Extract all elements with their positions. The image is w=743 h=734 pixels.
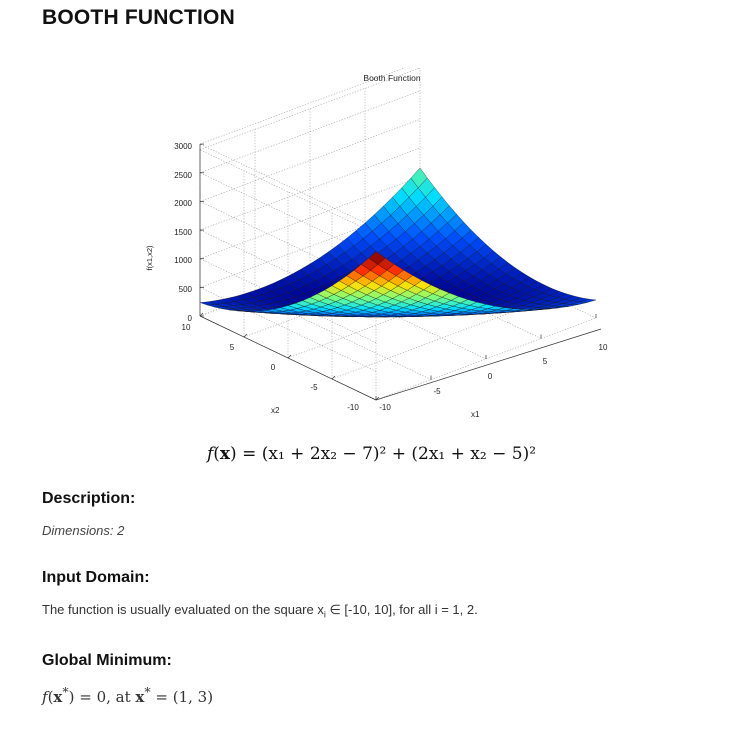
x1-tick-label: 0 xyxy=(488,372,493,381)
surface-mesh xyxy=(199,167,597,318)
global-minimum-heading: Global Minimum: xyxy=(42,652,172,669)
domain-text-end: ∈ [-10, 10], for all i = 1, 2. xyxy=(325,602,478,617)
axis-line xyxy=(375,396,380,401)
axis-line xyxy=(243,333,248,338)
z-tick-label: 1000 xyxy=(174,256,192,265)
grid-line xyxy=(199,229,377,315)
grid-line xyxy=(199,258,377,343)
axis-line xyxy=(199,312,204,317)
x2-tick-label: 0 xyxy=(271,363,276,372)
plot-title: Booth Function xyxy=(363,73,420,83)
z-tick-label: 1500 xyxy=(174,228,192,237)
domain-subscript: i xyxy=(323,609,326,620)
min-point: = (1, 3) xyxy=(150,688,214,706)
axis-line xyxy=(375,328,602,401)
z-tick-labels: 3000 2500 2000 1500 1000 500 0 xyxy=(174,142,192,323)
min-at: at xyxy=(110,688,136,706)
axis-line xyxy=(331,375,336,380)
x1-tick-label: 5 xyxy=(543,357,548,366)
plot-svg: Booth Function f(x1,x2) x1 x2 3000 2500 … xyxy=(145,68,608,419)
formula-rhs: = (x₁ + 2x₂ − 7)² + (2x₁ + x₂ − 5)² xyxy=(242,444,537,464)
grid-line xyxy=(199,143,377,229)
z-axis-label: f(x1,x2) xyxy=(145,245,154,271)
z-tick-label: 500 xyxy=(179,285,193,294)
x2-tick-label: -5 xyxy=(310,383,318,392)
x2-tick-label: 10 xyxy=(182,323,191,332)
description-heading: Description: xyxy=(42,490,136,507)
z-tick-label: 3000 xyxy=(174,142,192,151)
min-x-star-2: x xyxy=(135,688,145,706)
input-domain-text: The function is usually evaluated on the… xyxy=(42,602,478,620)
surface-patch xyxy=(368,251,386,265)
grid-line xyxy=(199,149,377,235)
z-tick-label: 2000 xyxy=(174,199,192,208)
min-star-2: * xyxy=(144,684,151,699)
booth-surface-plot: Booth Function f(x1,x2) x1 x2 3000 2500 … xyxy=(140,68,620,428)
min-x-star: x xyxy=(53,688,63,706)
x1-tick-label: -10 xyxy=(379,403,391,412)
min-f: f xyxy=(42,688,48,706)
x1-tick-label: -5 xyxy=(433,387,441,396)
x-axis-label: x1 xyxy=(471,410,480,419)
z-tick-label: 2500 xyxy=(174,171,192,180)
formula-f: f xyxy=(206,444,214,464)
domain-text-start: The function is usually evaluated on the… xyxy=(42,602,324,617)
axis-line xyxy=(287,354,292,359)
z-tick-label: 0 xyxy=(188,314,193,323)
dimensions-text: Dimensions: 2 xyxy=(42,523,125,538)
x1-tick-labels: -10 -5 0 5 10 xyxy=(379,343,608,412)
booth-formula: f(x) = (x₁ + 2x₂ − 7)² + (2x₁ + x₂ − 5)² xyxy=(206,444,537,464)
x2-tick-label: 5 xyxy=(230,343,235,352)
axes-lines xyxy=(199,143,602,401)
x2-tick-labels: 10 5 0 -5 -10 xyxy=(182,323,360,412)
global-minimum-formula: f(x*) = 0, at x* = (1, 3) xyxy=(42,684,214,706)
min-value: ) = 0, xyxy=(68,688,111,706)
y-axis-label: x2 xyxy=(271,406,280,415)
min-star: * xyxy=(62,684,69,699)
x2-tick-label: -10 xyxy=(347,403,359,412)
x1-tick-label: 10 xyxy=(599,343,608,352)
input-domain-heading: Input Domain: xyxy=(42,569,150,586)
grid-line xyxy=(199,172,377,258)
grid-line xyxy=(199,201,377,286)
formula-x-vector: x xyxy=(219,444,231,464)
page-title: BOOTH FUNCTION xyxy=(42,6,235,29)
